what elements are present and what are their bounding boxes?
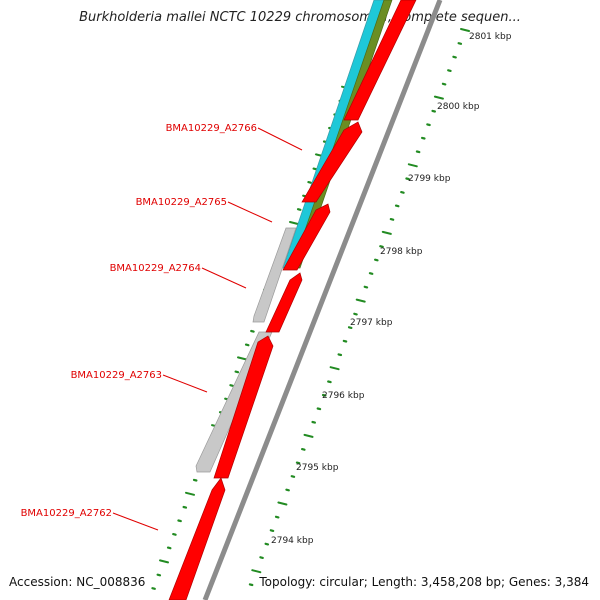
scale-tick-mark — [433, 95, 444, 100]
scale-tick-marks — [248, 28, 470, 587]
scale-tick-mark — [431, 109, 436, 113]
tick-mark — [237, 356, 247, 361]
tick-mark — [250, 329, 255, 333]
scale-tick-mark — [421, 136, 426, 140]
gene-red-top — [343, 0, 417, 121]
scale-tick-mark — [295, 461, 301, 465]
scale-tick-mark — [337, 353, 343, 357]
kbp-label-2795: 2795 kbp — [296, 463, 339, 473]
scale-tick-mark — [394, 204, 400, 208]
scale-tick-mark — [400, 191, 405, 194]
scale-tick-mark — [321, 393, 327, 397]
scale-tick-mark — [290, 475, 296, 478]
tick-mark — [289, 221, 299, 225]
scale-tick-mark — [407, 163, 418, 168]
scale-tick-mark — [264, 542, 270, 546]
gene-label-a2766[interactable]: BMA10229_A2766 — [166, 123, 257, 134]
scale-tick-mark — [441, 82, 447, 86]
tick-mark — [296, 208, 302, 211]
tick-mark — [166, 546, 172, 550]
map-title: Burkholderia mallei NCTC 10229 chromosom… — [79, 10, 521, 25]
gene-red-mid — [265, 272, 303, 333]
scale-tick-mark — [342, 339, 348, 343]
scale-tick-mark — [368, 272, 374, 275]
leader-line-a2764 — [201, 267, 247, 289]
leader-line-a2763 — [162, 374, 208, 393]
scale-tick-mark — [426, 123, 431, 127]
scale-tick-mark — [259, 556, 264, 560]
scale-tick-mark — [405, 177, 410, 181]
gene-label-a2763[interactable]: BMA10229_A2763 — [71, 370, 162, 381]
tick-mark — [182, 505, 188, 509]
chromosome-backbone — [202, 0, 443, 600]
scale-tick-mark — [327, 380, 332, 384]
scale-tick-mark — [277, 501, 288, 506]
scale-tick-mark — [251, 569, 262, 574]
gene-a2762-arrow — [168, 477, 226, 600]
tick-mark — [185, 491, 195, 496]
tick-mark — [229, 384, 234, 387]
scale-tick-mark — [460, 28, 470, 32]
tick-mark — [192, 478, 198, 482]
gene-label-a2765[interactable]: BMA10229_A2765 — [136, 197, 227, 208]
topology-text: Topology: circular; Length: 3,458,208 bp… — [259, 575, 589, 589]
kbp-label-2798: 2798 kbp — [380, 247, 423, 257]
scale-tick-mark — [379, 245, 384, 248]
tick-mark — [234, 370, 240, 374]
scale-tick-mark — [457, 42, 463, 45]
tick-mark — [151, 587, 156, 590]
scale-tick-mark — [389, 218, 395, 221]
kbp-label-2796: 2796 kbp — [322, 391, 365, 401]
scale-tick-mark — [269, 529, 275, 533]
gene-a2764-arrow — [252, 227, 297, 323]
scale-tick-mark — [248, 583, 254, 587]
kbp-label-2800: 2800 kbp — [437, 102, 480, 112]
scale-tick-mark — [311, 420, 316, 424]
scale-tick-mark — [353, 312, 358, 316]
leader-line-a2762 — [112, 512, 159, 531]
tick-mark — [172, 532, 177, 536]
kbp-label-2797: 2797 kbp — [350, 318, 393, 328]
scale-tick-mark — [415, 150, 421, 154]
scale-tick-mark — [447, 69, 452, 73]
tick-mark — [159, 559, 169, 564]
tick-mark — [156, 573, 162, 577]
tick-mark — [312, 167, 318, 171]
tick-mark — [177, 519, 182, 523]
scale-tick-mark — [329, 366, 340, 371]
gene-label-a2764[interactable]: BMA10229_A2764 — [110, 263, 201, 274]
scale-tick-mark — [347, 326, 353, 329]
gene-red-long — [213, 335, 274, 479]
scale-tick-mark — [316, 407, 322, 411]
scale-tick-mark — [363, 285, 369, 289]
gene-a2765-arrow — [282, 203, 331, 271]
scale-tick-mark — [301, 448, 306, 451]
scale-tick-mark — [452, 55, 457, 59]
scale-tick-mark — [274, 515, 280, 519]
gene-label-a2762[interactable]: BMA10229_A2762 — [21, 508, 112, 519]
scale-tick-mark — [374, 258, 379, 262]
leader-line-a2765 — [227, 201, 273, 223]
kbp-label-2799: 2799 kbp — [408, 174, 451, 184]
gene-a2766-arrow — [301, 121, 363, 203]
scale-tick-mark — [303, 433, 314, 438]
kbp-label-2794: 2794 kbp — [271, 536, 314, 546]
tick-mark — [244, 343, 250, 347]
scale-tick-mark — [381, 230, 392, 235]
cyan-feature — [282, 0, 385, 269]
scale-tick-mark — [285, 488, 290, 492]
leader-line-a2766 — [257, 127, 303, 151]
accession-text: Accession: NC_008836 — [9, 575, 146, 589]
kbp-label-2801: 2801 kbp — [469, 32, 512, 42]
scale-tick-mark — [355, 298, 366, 303]
tick-mark — [307, 181, 312, 184]
